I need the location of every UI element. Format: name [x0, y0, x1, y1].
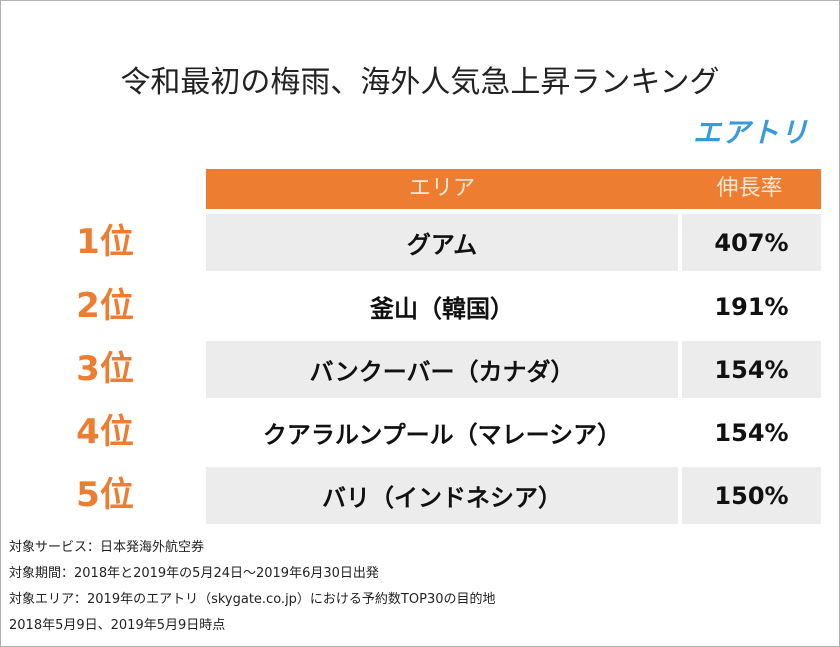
- logo: エアトリ: [692, 116, 809, 149]
- column-header: エリア: [206, 169, 678, 209]
- area-cell: バリ（インドネシア）: [206, 467, 678, 524]
- rank: 2位: [76, 286, 134, 326]
- rate-cell: 191%: [682, 278, 821, 335]
- area-cell: クアラルンプール（マレーシア）: [206, 404, 678, 461]
- rank: 4位: [76, 412, 134, 452]
- note: 2018年5月9日、2019年5月9日時点: [9, 618, 226, 633]
- title: 令和最初の梅雨、海外人気急上昇ランキング: [120, 65, 720, 100]
- rate-cell: 407%: [682, 214, 821, 271]
- area-cell: 釜山（韓国）: [206, 278, 678, 335]
- note: 対象エリア：2019年のエアトリ（skygate.co.jp）における予約数TO…: [9, 592, 496, 607]
- rank: 5位: [76, 475, 134, 515]
- area-cell: バンクーバー（カナダ）: [206, 341, 678, 398]
- rate-cell: 154%: [682, 341, 821, 398]
- note: 対象サービス：日本発海外航空券: [9, 540, 205, 555]
- rate-cell: 154%: [682, 404, 821, 461]
- note: 対象期間：2018年と2019年の5月24日～2019年6月30日出発: [9, 566, 379, 581]
- column-header: 伸長率: [678, 169, 821, 209]
- rank: 1位: [76, 222, 134, 262]
- area-cell: グアム: [206, 214, 678, 271]
- rate-cell: 150%: [682, 467, 821, 524]
- rank: 3位: [76, 349, 134, 389]
